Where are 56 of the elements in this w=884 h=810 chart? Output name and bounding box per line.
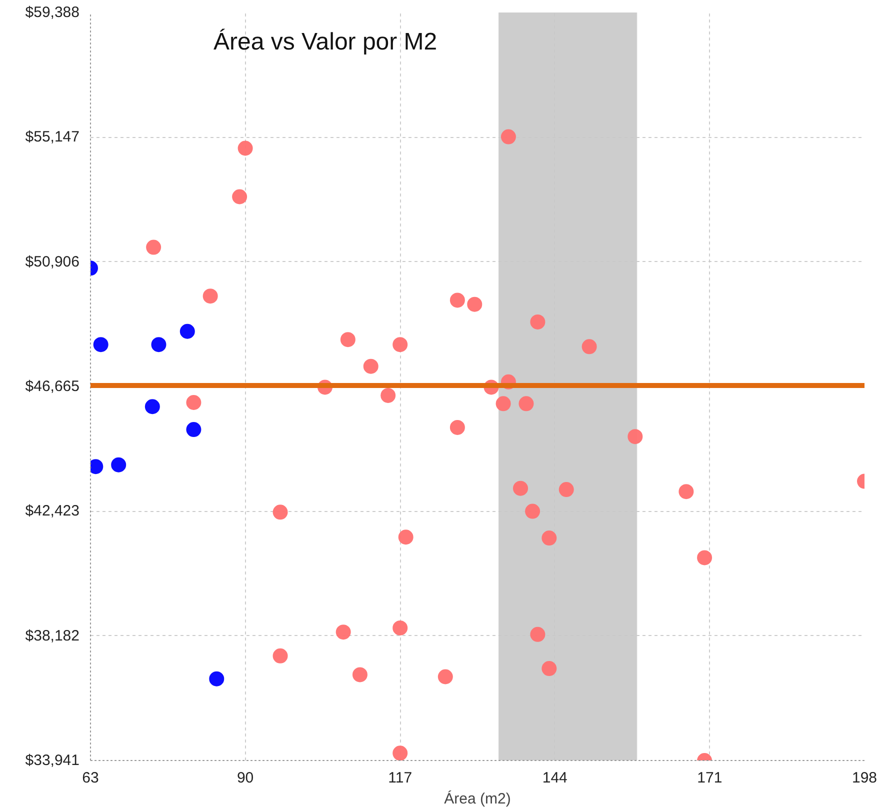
x-tick-label: 90 — [236, 770, 254, 786]
point — [144, 399, 160, 414]
point — [542, 661, 557, 676]
y-tick-label: $59,388 — [25, 4, 80, 21]
point — [438, 669, 453, 684]
x-tick-label: 117 — [388, 770, 412, 786]
point — [111, 457, 126, 472]
point — [500, 129, 516, 144]
point — [697, 550, 712, 566]
point — [530, 626, 546, 642]
x-tick-label: 144 — [542, 770, 568, 786]
x-tick-label: 63 — [82, 770, 99, 786]
point — [582, 339, 597, 354]
y-tick-label: $50,906 — [25, 253, 80, 270]
point — [336, 624, 351, 640]
point — [628, 429, 643, 444]
y-tick-label: $38,182 — [25, 627, 80, 644]
point — [513, 480, 528, 496]
x-tick-label: 198 — [852, 770, 878, 786]
point — [398, 530, 414, 545]
point — [180, 324, 195, 339]
x-tick-label: 171 — [697, 770, 722, 786]
point — [558, 482, 574, 497]
point — [352, 667, 368, 682]
y-tick-label: $55,147 — [25, 128, 80, 146]
point — [467, 296, 482, 312]
point — [186, 395, 202, 410]
x-axis-title: Área (m2) — [444, 790, 511, 808]
point — [530, 314, 546, 330]
point — [525, 504, 540, 519]
point — [392, 337, 408, 352]
point — [450, 420, 465, 435]
y-tick-label: $42,423 — [25, 502, 80, 520]
point — [151, 337, 166, 352]
point — [340, 332, 356, 348]
point — [518, 396, 534, 412]
point — [392, 746, 408, 760]
point — [232, 189, 248, 204]
point — [496, 396, 511, 412]
point — [363, 358, 378, 374]
y-tick-label: $33,941 — [25, 752, 80, 769]
y-tick-label: $46,665 — [25, 378, 80, 395]
point — [146, 240, 162, 255]
point — [93, 337, 108, 352]
point — [392, 620, 408, 636]
point — [238, 140, 253, 156]
text: Área vs Valor por M2 — [214, 28, 438, 56]
point — [209, 671, 224, 686]
point — [542, 530, 557, 546]
point — [186, 422, 202, 438]
point — [202, 288, 218, 304]
point — [272, 648, 288, 664]
point — [678, 484, 694, 500]
point — [380, 388, 396, 403]
point — [450, 292, 465, 308]
point — [272, 504, 288, 520]
